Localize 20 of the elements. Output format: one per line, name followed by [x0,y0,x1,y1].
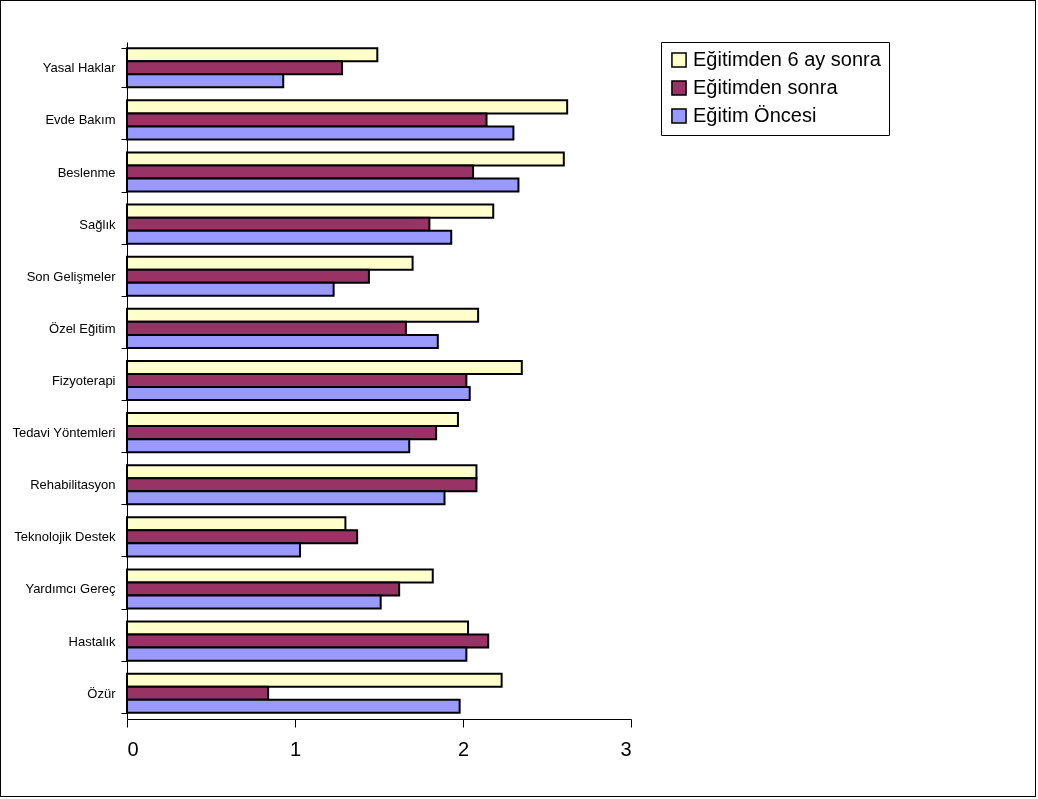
y-tick-label: Tedavi Yöntemleri [12,425,116,441]
x-tick-label: 1 [289,737,302,760]
y-tick-label: Evde Bakım [45,112,116,128]
x-tick-label: 3 [620,737,632,760]
x-tick-label: 2 [457,737,470,760]
y-tick-label: Sağlık [79,216,116,232]
legend-label: Eğitimden sonra [693,76,839,98]
y-tick-label: Özür [87,685,117,701]
y-tick-label: Rehabilitasyon [30,477,116,493]
y-tick-label: Yardımcı Gereç [25,581,116,597]
x-tick-label: 0 [127,737,139,760]
y-tick-label: Son Gelişmeler [26,268,117,284]
y-tick-label: Fizyoterapi [51,373,116,388]
y-tick-label: Yasal Haklar [42,60,117,76]
y-tick-label: Özel Eğitim [49,320,116,336]
legend-label: Eğitim Öncesi [693,104,817,126]
legend-label: Eğitimden 6 ay sonra [693,48,882,70]
y-tick-label: Hastalık [68,633,116,649]
y-tick-label: Teknolojik Destek [14,529,116,545]
y-tick-label: Beslenme [57,164,116,180]
